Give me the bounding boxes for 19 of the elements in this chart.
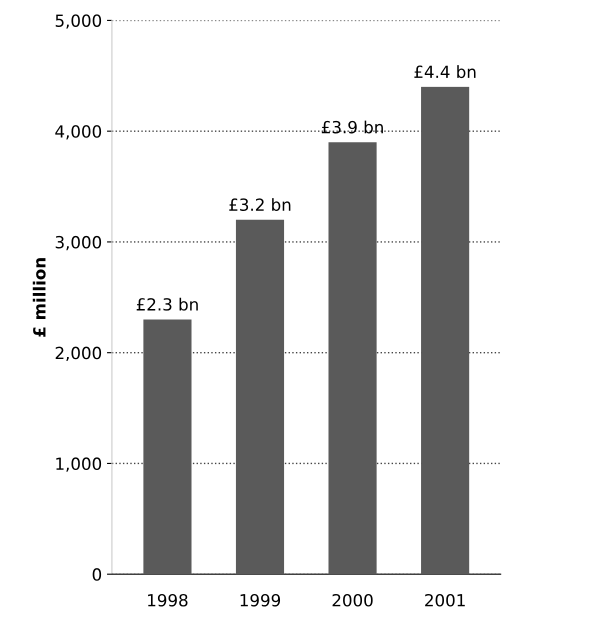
annotation: £4.4 bn (414, 65, 476, 78)
annotation: £2.3 bn (136, 298, 198, 311)
x-tick-label: 2000 (332, 594, 373, 607)
x-tick-label: 1998 (148, 594, 188, 607)
x-tick-label: 2001 (425, 594, 465, 607)
bar (421, 86, 470, 574)
y-tick-label: 3,000 (56, 236, 102, 250)
annotation: £3.9 bn (322, 120, 383, 134)
y-tick-label: 0 (92, 568, 102, 581)
x-tick-label: 1999 (240, 594, 280, 607)
bar (143, 319, 192, 574)
y-axis-title: £ million (32, 258, 46, 337)
y-tick-label: 1,000 (56, 457, 102, 472)
bar (236, 220, 284, 574)
y-tick-label: 2,000 (56, 346, 102, 361)
y-tick-label: 4,000 (55, 125, 102, 140)
annotation: £3.2 bn (229, 198, 290, 211)
y-tick-label: 5,000 (56, 14, 102, 29)
bar (328, 142, 377, 574)
